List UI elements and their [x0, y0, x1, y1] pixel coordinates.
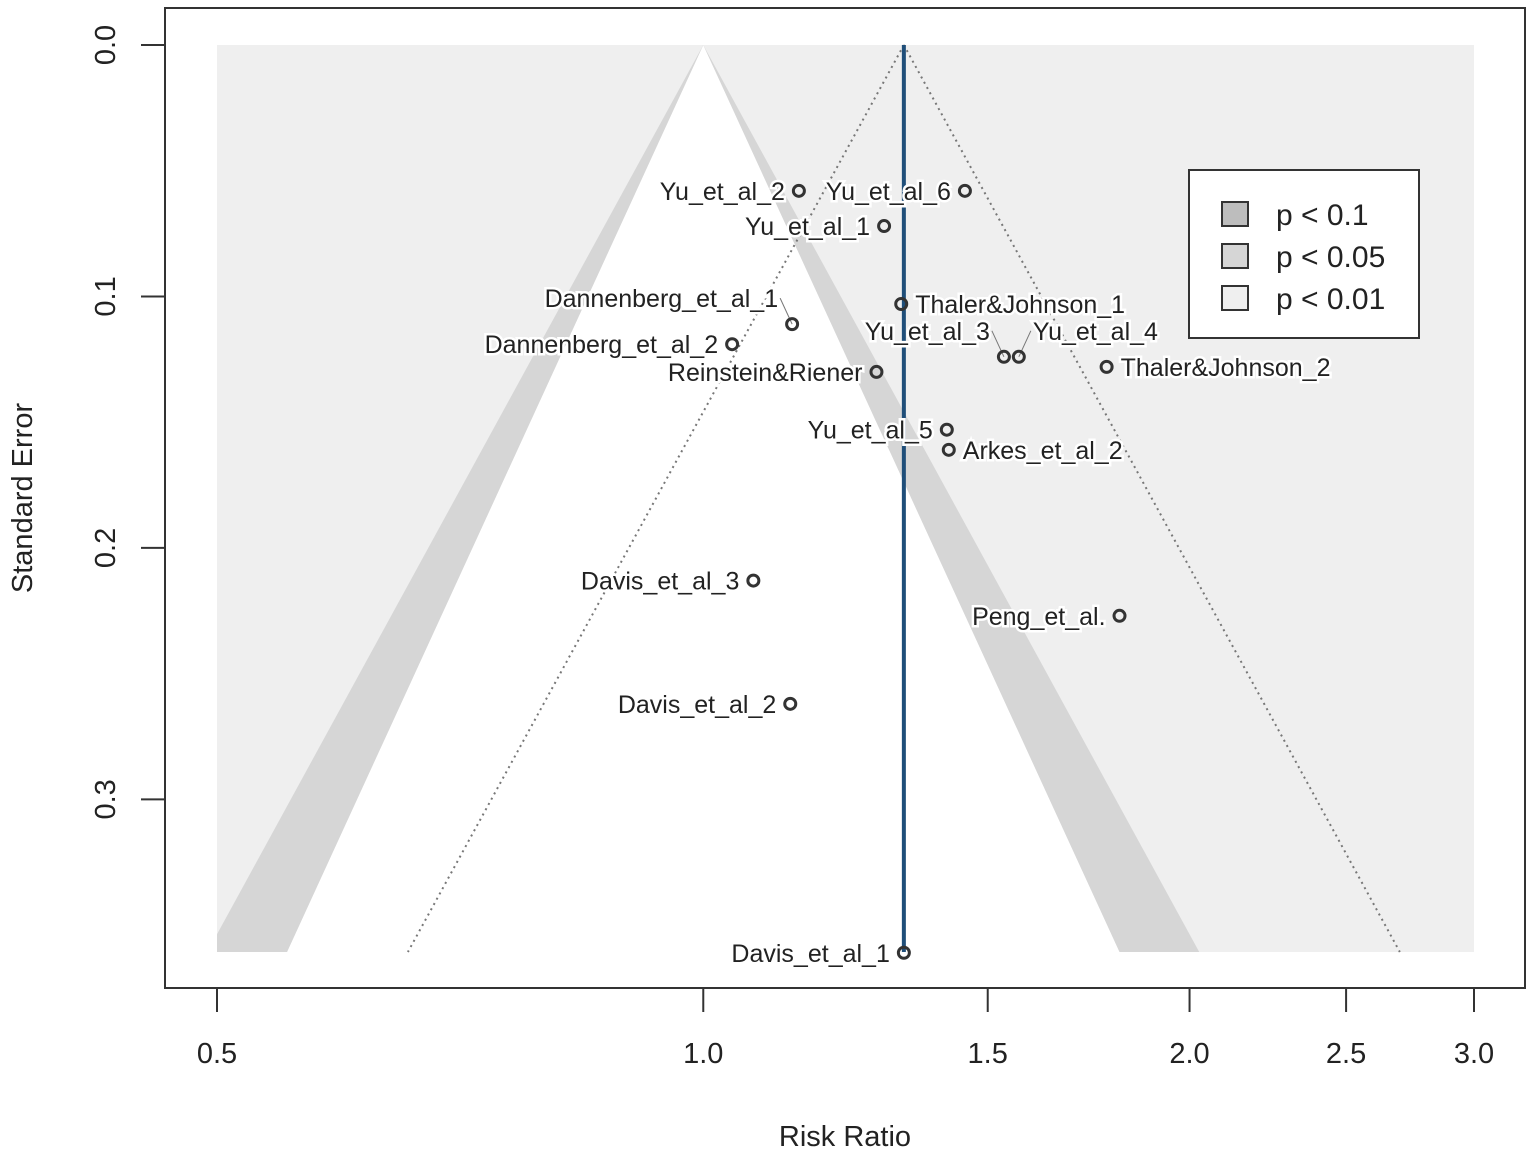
study-label: Arkes_et_al_2: [963, 437, 1123, 465]
study-label: Thaler&Johnson_1: [915, 291, 1125, 319]
study-label: Dannenberg_et_al_1: [545, 285, 779, 313]
legend-swatch: [1221, 201, 1249, 227]
x-tick-label: 2.0: [1169, 1038, 1209, 1070]
study-point: [939, 422, 954, 437]
study-point: [785, 317, 800, 332]
pseudo-confidence-funnel: [407, 44, 1401, 953]
x-tick-label: 3.0: [1454, 1038, 1494, 1070]
x-tick-label: 1.0: [683, 1038, 723, 1070]
study-point: [877, 219, 892, 234]
study-point: [791, 183, 806, 198]
study-point: [1099, 359, 1114, 374]
legend-label: p < 0.01: [1276, 283, 1385, 316]
study-point: [996, 349, 1011, 364]
y-tick-label: 0.1: [90, 276, 122, 316]
study-label: Davis_et_al_1: [731, 940, 889, 968]
x-tick-label: 1.5: [968, 1038, 1008, 1070]
funnel-line: [407, 44, 905, 953]
study-point: [783, 696, 798, 711]
legend-label: p < 0.1: [1276, 199, 1369, 232]
x-axis-label: Risk Ratio: [779, 1121, 911, 1153]
study-point: [957, 183, 972, 198]
study-point: [894, 296, 909, 311]
y-axis-label: Standard Error: [7, 403, 39, 594]
study-label: Thaler&Johnson_2: [1121, 354, 1331, 382]
study-point: [869, 364, 884, 379]
study-label: Yu_et_al_1: [745, 213, 870, 241]
study-label: Davis_et_al_3: [581, 568, 739, 596]
study-point: [1112, 608, 1127, 623]
funnel-line: [902, 44, 1401, 953]
study-point: [1011, 349, 1026, 364]
region-nonsignificant: [287, 45, 1120, 952]
legend-swatch: [1221, 243, 1249, 269]
study-label: Yu_et_al_4: [1033, 318, 1158, 346]
study-label: Davis_et_al_2: [618, 691, 776, 719]
study-label: Yu_et_al_3: [865, 318, 990, 346]
study-label: Yu_et_al_6: [826, 178, 951, 206]
y-axis: 0.0 0.1 0.2 0.3: [90, 25, 166, 820]
study-point: [896, 945, 911, 960]
study-point: [725, 337, 740, 352]
y-tick-label: 0.0: [90, 25, 122, 65]
study-label: Dannenberg_et_al_2: [485, 331, 719, 359]
legend: p < 0.1 p < 0.05 p < 0.01: [1188, 169, 1420, 339]
x-tick-label: 0.5: [197, 1038, 237, 1070]
x-axis: 0.5 1.0 1.5 2.0 2.5 3.0: [197, 987, 1494, 1070]
legend-swatch: [1221, 285, 1249, 311]
study-point: [746, 573, 761, 588]
x-tick-label: 2.5: [1326, 1038, 1366, 1070]
study-label: Yu_et_al_2: [660, 178, 785, 206]
legend-label: p < 0.05: [1276, 241, 1385, 274]
study-label: Yu_et_al_5: [808, 417, 933, 445]
study-points: Yu_et_al_2 Yu_et_al_6 Yu_et_al_1 Thaler&Joh…: [482, 175, 1333, 970]
study-point: [941, 442, 956, 457]
study-label: Reinstein&Riener: [668, 359, 863, 387]
study-label: Peng_et_al.: [972, 603, 1105, 631]
y-tick-label: 0.3: [90, 779, 122, 819]
y-tick-label: 0.2: [90, 528, 122, 568]
